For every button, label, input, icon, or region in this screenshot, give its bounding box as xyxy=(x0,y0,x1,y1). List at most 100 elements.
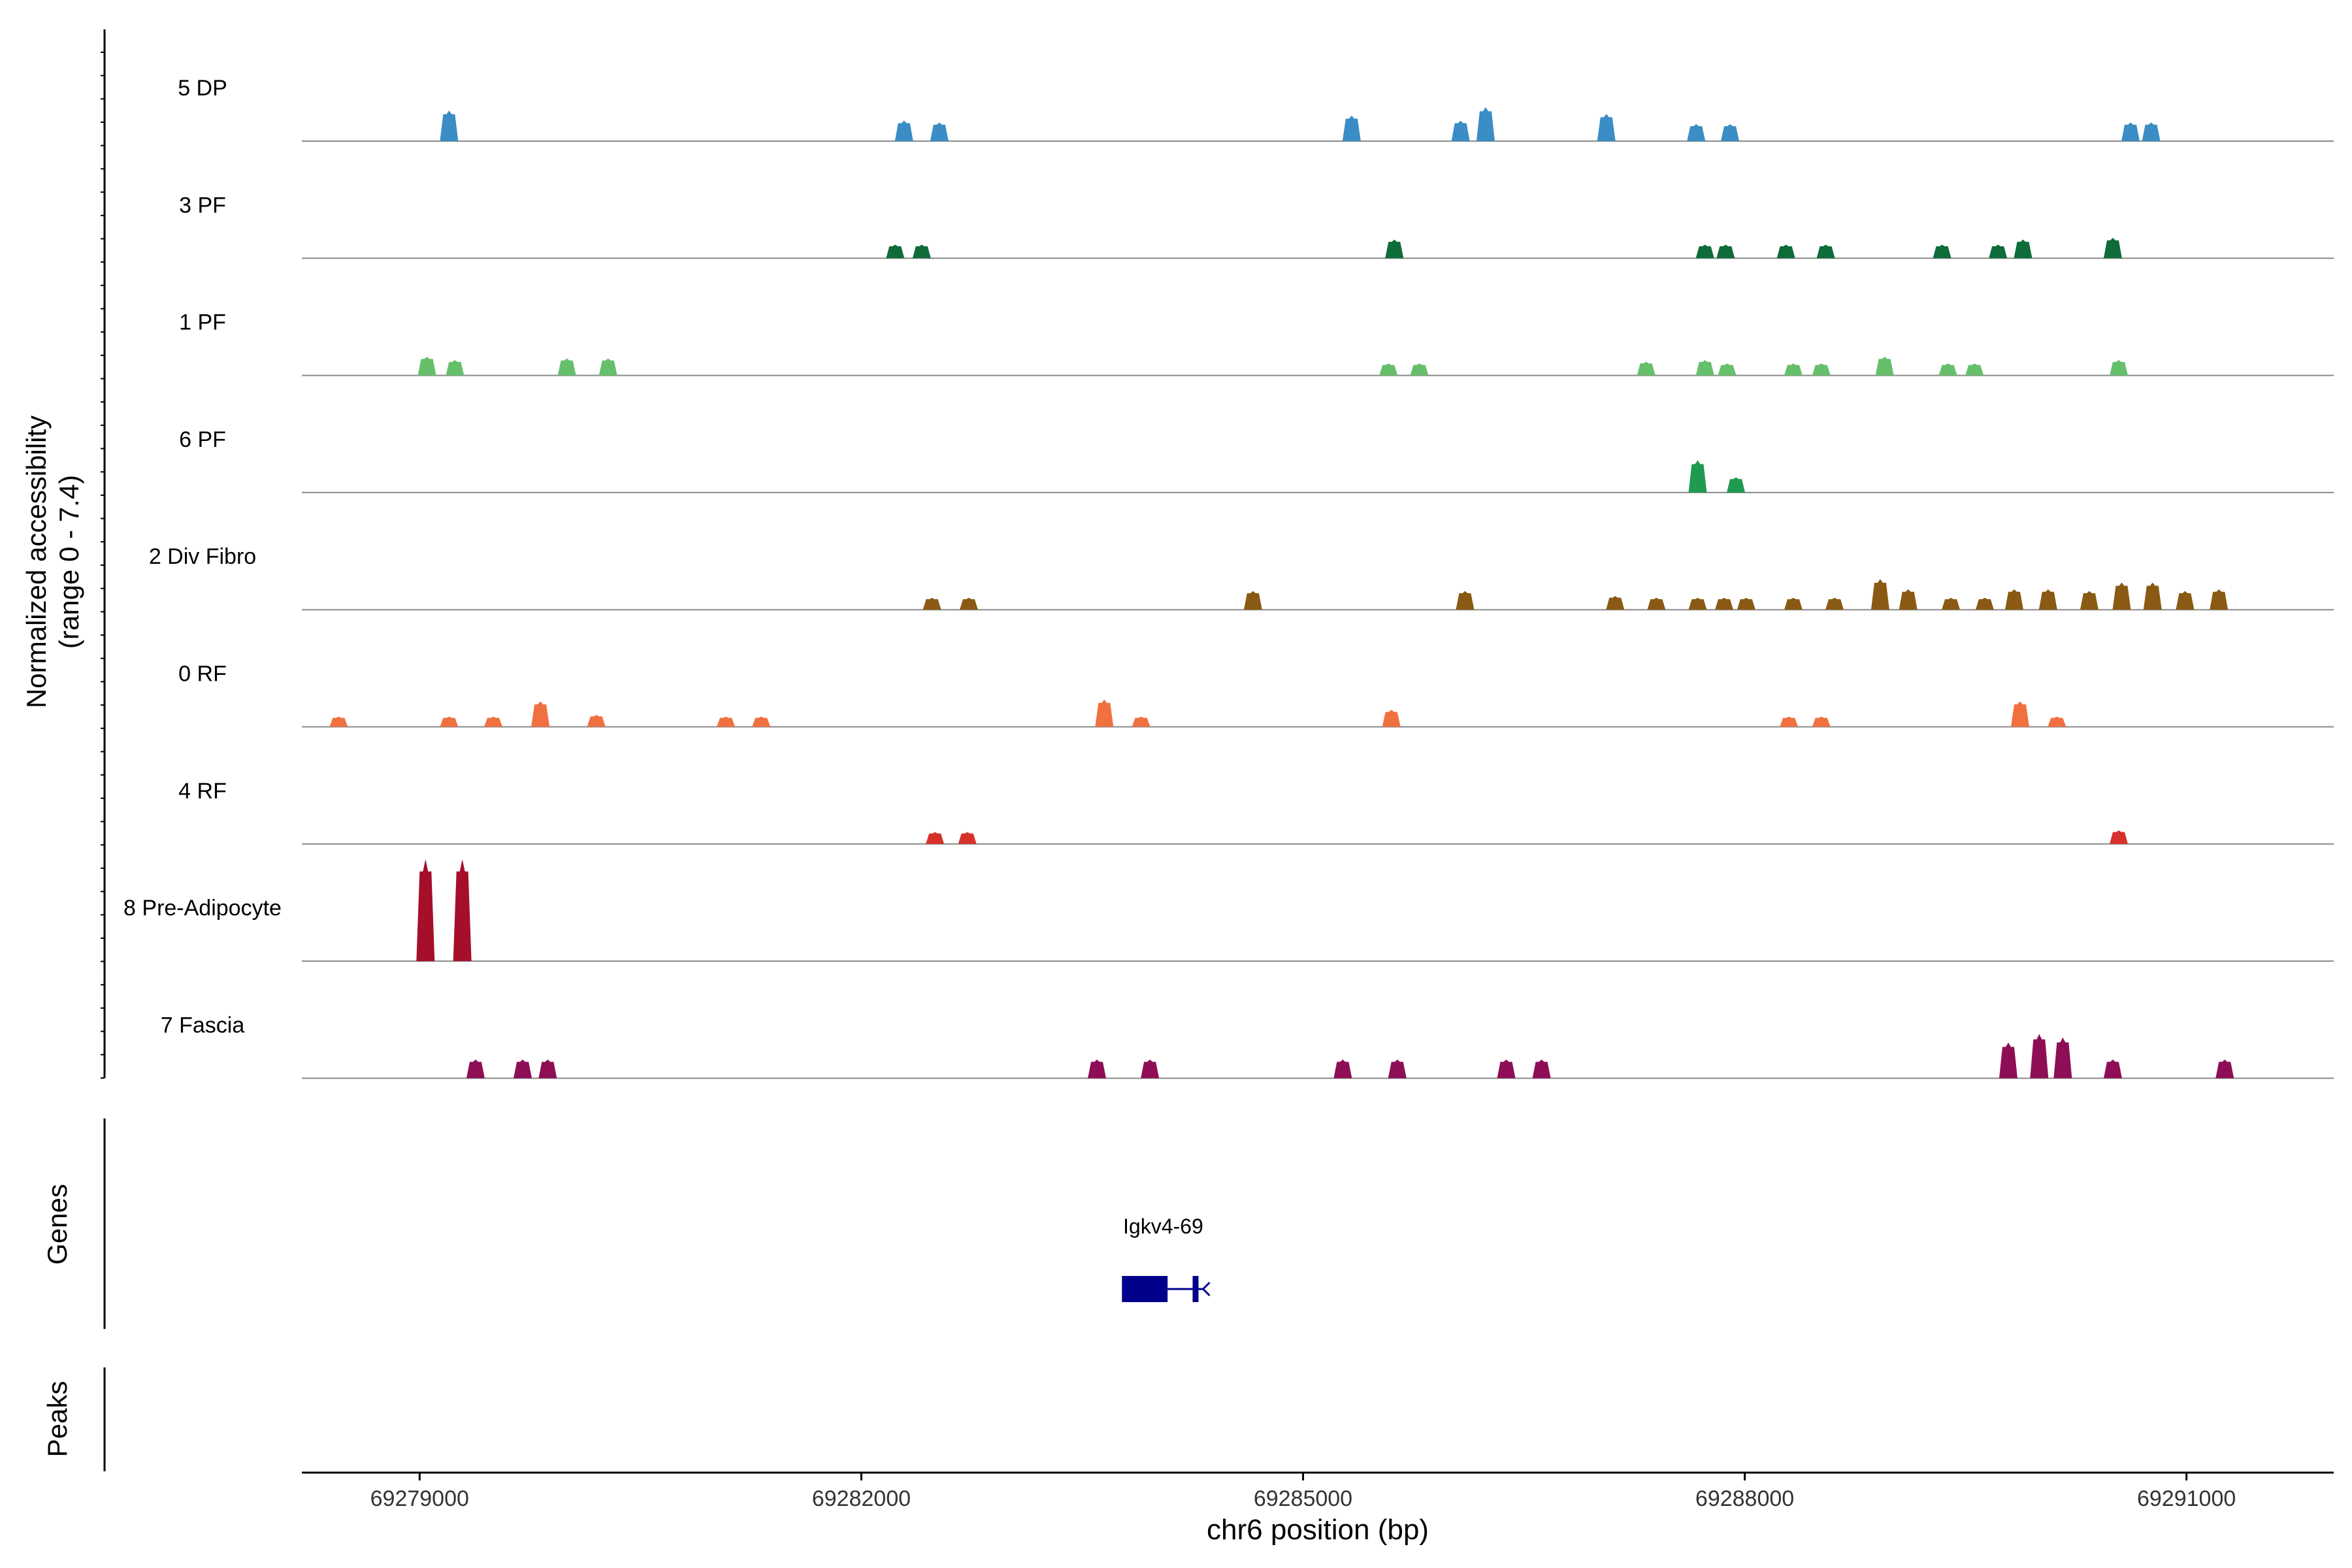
coverage-peak xyxy=(1718,363,1737,376)
coverage-peak xyxy=(959,598,978,610)
coverage-peak xyxy=(1870,579,1889,610)
coverage-peak xyxy=(1727,477,1746,493)
coverage-peak xyxy=(2048,716,2066,727)
coverage-peak xyxy=(2176,591,2195,610)
coverage-peak xyxy=(1647,598,1666,610)
coverage-peak xyxy=(1812,716,1831,727)
coverage-peak xyxy=(1784,598,1803,610)
gene-exon xyxy=(1192,1276,1199,1302)
coverage-peak xyxy=(440,110,459,141)
coverage-peak xyxy=(1379,363,1398,376)
coverage-peak xyxy=(1938,363,1957,376)
coverage-peak xyxy=(2103,1059,2122,1079)
coverage-peak xyxy=(1816,244,1835,259)
x-tick-label: 69285000 xyxy=(1254,1486,1352,1511)
coverage-peak xyxy=(446,360,465,376)
track-label: 0 RF xyxy=(178,662,227,687)
coverage-peak xyxy=(2121,122,2140,141)
x-tick-label: 69279000 xyxy=(370,1486,469,1511)
track-2-div-fibro: 2 Div Fibro xyxy=(149,544,2334,611)
coverage-peak xyxy=(1132,716,1151,727)
track-8-pre-adipocyte: 8 Pre-Adipocyte xyxy=(123,859,2334,962)
gene-annotations: Igkv4-69 xyxy=(1122,1215,1211,1302)
coverage-peak xyxy=(1933,244,1952,259)
coverage-peak xyxy=(930,122,949,141)
track-4-rf: 4 RF xyxy=(178,779,2334,845)
x-axis-label: chr6 position (bp) xyxy=(1207,1514,1429,1546)
coverage-peak xyxy=(1688,460,1707,493)
coverage-peak xyxy=(2143,582,2162,610)
coverage-peak xyxy=(1087,1059,1106,1079)
coverage-peak xyxy=(417,357,436,376)
coverage-peak xyxy=(2109,830,2128,844)
coverage-peak xyxy=(1825,598,1844,610)
track-label: 5 DP xyxy=(178,76,227,101)
coverage-peak xyxy=(1715,598,1733,610)
coverage-y-ticks xyxy=(101,52,105,1079)
coverage-peak xyxy=(1382,710,1401,727)
track-7-fascia: 7 Fascia xyxy=(161,1013,2334,1079)
gene-igkv4-69: Igkv4-69 xyxy=(1122,1215,1211,1302)
coverage-peak xyxy=(2014,239,2033,259)
track-3-pf: 3 PF xyxy=(179,193,2334,259)
coverage-peak xyxy=(329,716,348,727)
coverage-peak xyxy=(1333,1059,1352,1079)
coverage-peak xyxy=(1875,357,1894,376)
coverage-peak xyxy=(557,358,576,376)
coverage-peak xyxy=(1721,124,1740,141)
coverage-peak xyxy=(752,716,771,727)
coverage-peak xyxy=(1342,116,1361,141)
coverage-peak xyxy=(2103,238,2122,259)
coverage-peak xyxy=(1532,1059,1551,1079)
coverage-peak xyxy=(717,716,736,727)
coverage-peak xyxy=(2053,1037,2072,1079)
x-tick-label: 69288000 xyxy=(1695,1486,1794,1511)
x-tick-label: 69291000 xyxy=(2137,1486,2236,1511)
coverage-peak xyxy=(1451,120,1470,141)
gene-label: Igkv4-69 xyxy=(1123,1215,1203,1238)
coverage-peak xyxy=(1776,244,1795,259)
coverage-peak xyxy=(1989,244,2008,259)
coverage-peak xyxy=(1695,360,1714,376)
coverage-peak xyxy=(1965,363,1984,376)
coverage-peak xyxy=(453,859,472,962)
coverage-peak xyxy=(2142,122,2161,141)
gene-exon xyxy=(1122,1276,1168,1302)
coverage-peak xyxy=(1497,1059,1516,1079)
track-label: 8 Pre-Adipocyte xyxy=(123,896,282,921)
strand-arrow-icon xyxy=(1201,1281,1211,1297)
coverage-peak xyxy=(2038,589,2057,610)
coverage-peak xyxy=(958,832,977,844)
coverage-peak xyxy=(2010,701,2029,727)
coverage-peak xyxy=(1476,107,1495,141)
coverage-peak xyxy=(2215,1059,2234,1079)
coverage-peak xyxy=(1999,1042,2017,1079)
track-5-dp: 5 DP xyxy=(178,76,2334,142)
coverage-peak xyxy=(2112,582,2131,610)
coverage-peak xyxy=(1095,699,1114,727)
coverage-peak xyxy=(1695,244,1714,259)
coverage-peak xyxy=(1899,589,1918,610)
coverage-peak xyxy=(1606,596,1625,610)
peaks-panel-label: Peaks xyxy=(42,1381,73,1458)
coverage-peak xyxy=(1716,244,1735,259)
coverage-peak xyxy=(2210,589,2229,610)
coverage-peak xyxy=(2030,1034,2049,1079)
coverage-peak xyxy=(2109,360,2128,376)
coverage-peak xyxy=(1784,363,1803,376)
coverage-peak xyxy=(1812,363,1831,376)
coverage-peak xyxy=(466,1059,485,1079)
track-label: 1 PF xyxy=(179,310,226,335)
coverage-peak xyxy=(1975,598,1994,610)
track-label: 2 Div Fibro xyxy=(149,544,256,569)
y-axis-label-range: (range 0 - 7.4) xyxy=(54,475,84,649)
coverage-peak xyxy=(1688,598,1707,610)
track-0-rf: 0 RF xyxy=(178,662,2334,728)
coverage-peak xyxy=(1388,1059,1407,1079)
x-axis-ticks: 69279000 69282000 69285000 69288000 69291000 xyxy=(370,1473,2236,1511)
track-1-pf: 1 PF xyxy=(179,310,2334,376)
coverage-peak xyxy=(1637,361,1656,376)
coverage-peak xyxy=(440,716,459,727)
coverage-peak xyxy=(2080,591,2099,610)
